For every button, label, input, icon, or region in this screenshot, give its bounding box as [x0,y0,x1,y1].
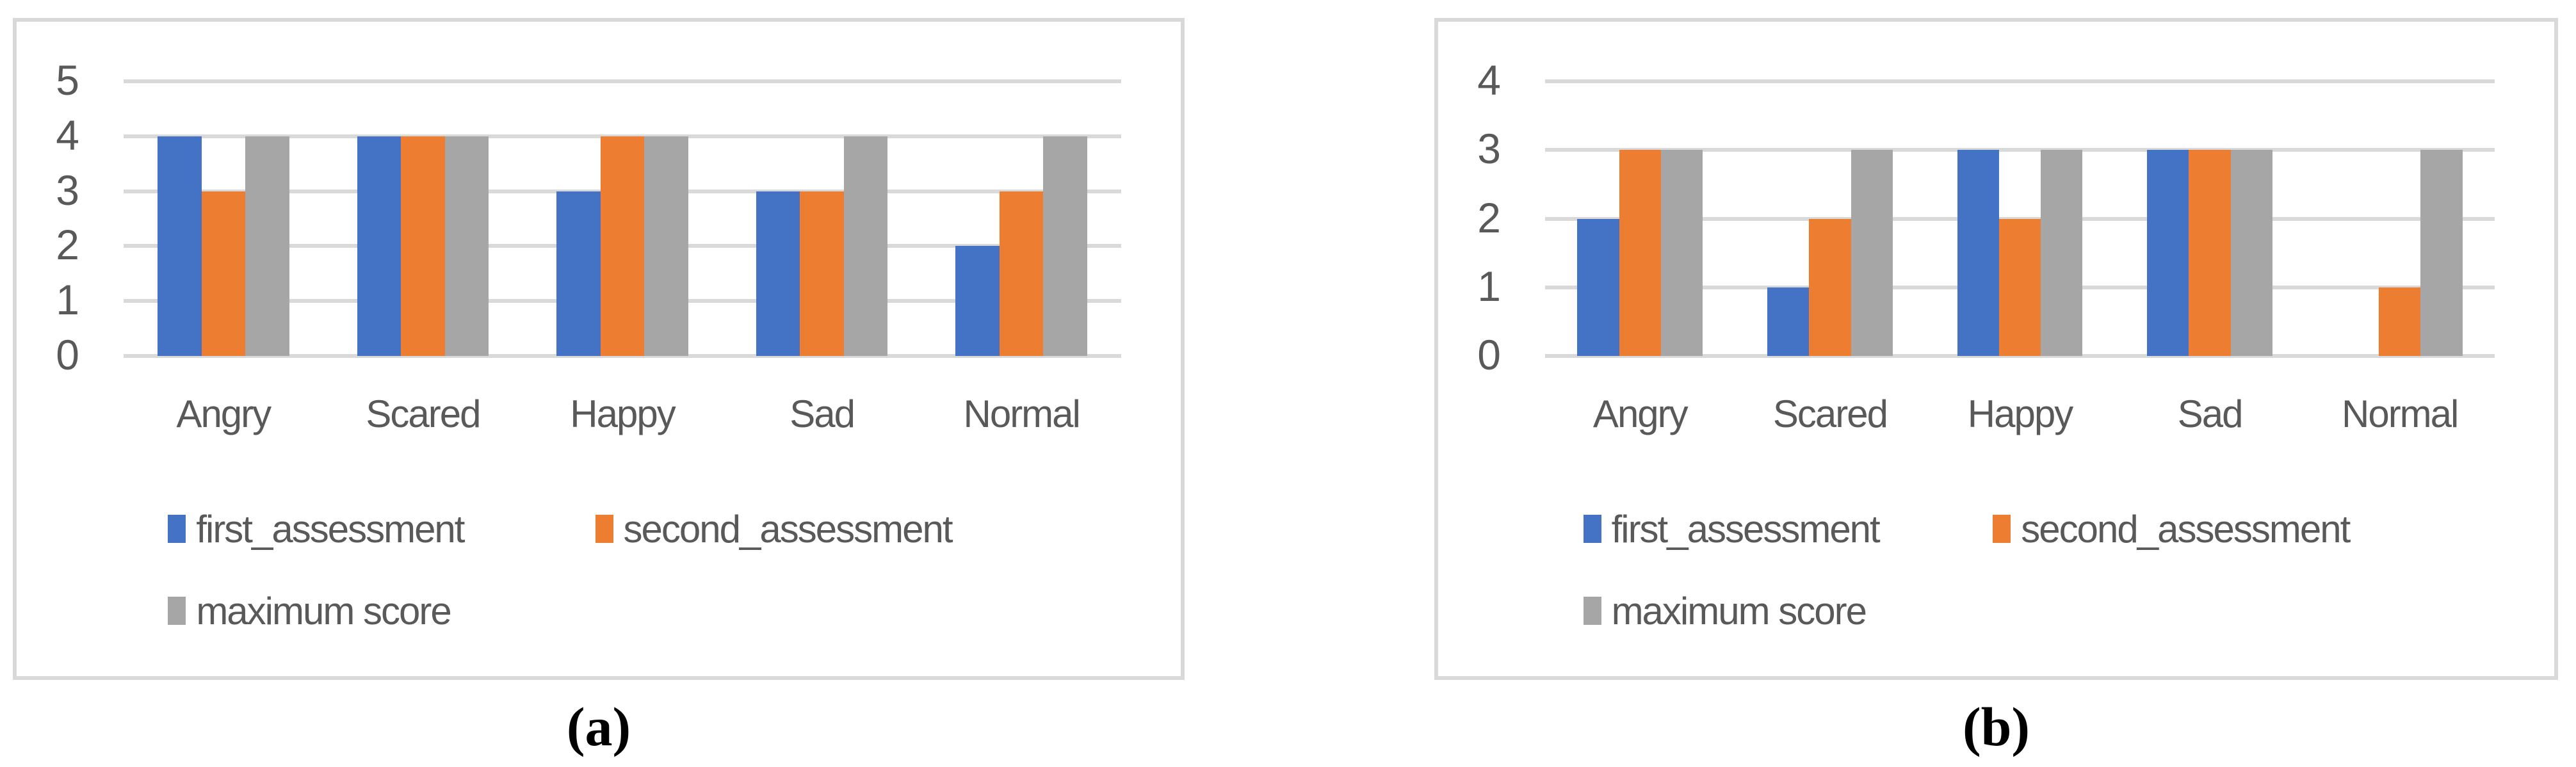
x-category-label-scared: Scared [366,392,481,435]
bar-second_assessment-angry [201,191,246,356]
legend-swatch-gray [168,597,186,625]
chart-panel-b: 4 3 2 1 0 Angry Scared Happy Sad Normal first_asse… [1434,18,2558,680]
y-tick-label-0: 0 [1477,331,1501,378]
y-tick-label-3: 3 [56,166,79,214]
bar-maximum_score-happy [2041,150,2083,356]
bar-second_assessment-normal [2379,287,2421,356]
x-category-label-angry: Angry [176,392,271,435]
bar-second_assessment-sad [2189,150,2231,356]
y-tick-label-1: 1 [1477,262,1501,310]
bar-first_assessment-angry [1577,218,1619,356]
legend-label: maximum score [1611,590,1867,633]
bar-maximum_score-sad [843,136,888,356]
x-category-label-normal: Normal [963,392,1081,435]
legend-swatch-blue [1583,515,1601,543]
bar-maximum_score-angry [245,136,289,356]
gridline-y-5 [124,79,1121,83]
bar-maximum_score-angry [1660,150,1703,356]
legend-label: first_assessment [1611,508,1881,551]
gridline-y-0 [1545,354,2495,358]
x-category-label-scared: Scared [1772,392,1888,435]
legend-swatch-gray [1583,597,1601,625]
x-category-label-happy: Happy [570,392,676,435]
bar-second_assessment-scared [401,136,445,356]
y-tick-label-5: 5 [56,56,79,104]
bar-maximum_score-sad [2230,150,2272,356]
bar-maximum_score-normal [1043,136,1088,356]
bar-first_assessment-happy [556,191,601,356]
bar-first_assessment-sad [2147,150,2189,356]
bar-first_assessment-angry [157,136,202,356]
bar-first_assessment-scared [357,136,401,356]
x-category-label-happy: Happy [1967,392,2073,435]
bar-maximum_score-scared [1851,150,1893,356]
bar-first_assessment-normal [955,246,1000,356]
subfigure-caption-b: (b) [1962,696,2030,757]
gridline-y-0 [124,354,1121,358]
legend-swatch-orange [595,515,613,543]
y-tick-label-4: 4 [1477,56,1501,104]
legend-swatch-orange [1993,515,2011,543]
bar-maximum_score-happy [644,136,688,356]
bar-maximum_score-scared [444,136,489,356]
legend-swatch-blue [168,515,186,543]
bar-first_assessment-sad [756,191,800,356]
gridline-y-4 [1545,79,2495,83]
bar-first_assessment-scared [1767,287,1810,356]
bar-second_assessment-happy [600,136,645,356]
chart-panel-a: 5 4 3 2 1 0 Angry Scared Happy Sad Normal first_ass… [13,18,1185,680]
x-category-label-sad: Sad [2177,392,2244,435]
y-tick-label-2: 2 [1477,193,1501,241]
legend-label: second_assessment [2021,508,2351,551]
x-category-label-sad: Sad [790,392,855,435]
legend-label: maximum score [196,590,451,633]
subfigure-caption-a: (a) [566,696,631,757]
x-category-label-angry: Angry [1592,392,1689,435]
gridline-y-3 [1545,148,2495,152]
y-tick-label-3: 3 [1477,125,1501,173]
y-tick-label-2: 2 [56,221,79,269]
bar-second_assessment-normal [999,191,1044,356]
y-tick-label-1: 1 [56,276,79,324]
bar-second_assessment-happy [1998,218,2041,356]
y-tick-label-4: 4 [56,111,79,159]
bar-maximum_score-normal [2420,150,2463,356]
legend-label: second_assessment [623,508,953,551]
bar-second_assessment-sad [800,191,844,356]
x-category-label-normal: Normal [2342,392,2459,435]
bar-first_assessment-happy [1957,150,1999,356]
bar-second_assessment-angry [1619,150,1661,356]
legend-label: first_assessment [196,508,465,551]
bar-second_assessment-scared [1809,218,1851,356]
y-tick-label-0: 0 [56,331,79,378]
